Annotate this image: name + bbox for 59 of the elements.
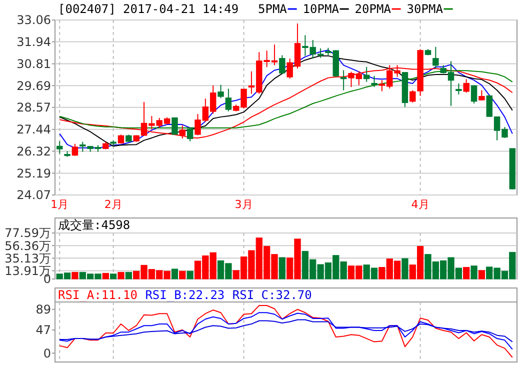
candlestick bbox=[218, 84, 224, 99]
bar bbox=[402, 258, 408, 280]
y-tick-label: 33.06 bbox=[16, 13, 51, 28]
y-tick-label: 29.69 bbox=[16, 78, 51, 93]
legend-label: 5PMA bbox=[258, 2, 288, 16]
x-tick-label: 2月 bbox=[104, 198, 122, 211]
candlestick bbox=[456, 82, 462, 96]
legend-label: 30PMA bbox=[406, 2, 444, 16]
series-label: RSI_B:22.23 bbox=[145, 288, 225, 302]
candlestick bbox=[463, 78, 470, 94]
bar bbox=[102, 272, 109, 280]
legend-label: 20PMA bbox=[354, 2, 392, 16]
y-tick-label: 26.32 bbox=[16, 144, 51, 158]
candlestick bbox=[225, 88, 232, 112]
series-label: RSI_C:32.70 bbox=[232, 288, 312, 302]
y-tick-label: 28.57 bbox=[16, 100, 51, 115]
legend-label: 10PMA bbox=[302, 2, 340, 16]
candlestick bbox=[432, 46, 439, 69]
bar bbox=[463, 267, 470, 280]
y-tick-label: 56.36万 bbox=[4, 238, 51, 253]
candlestick bbox=[410, 90, 416, 104]
y-tick-label: 35.13万 bbox=[4, 251, 51, 266]
bar bbox=[72, 272, 78, 280]
candlestick bbox=[72, 143, 78, 156]
candlestick bbox=[172, 117, 178, 135]
bar bbox=[118, 272, 124, 280]
chart-title: [002407] 2017-04-21 14:49 bbox=[58, 2, 239, 16]
line-series bbox=[59, 319, 513, 342]
candlestick bbox=[56, 140, 63, 154]
y-tick-label: 30.81 bbox=[16, 57, 51, 71]
bar bbox=[125, 272, 132, 280]
candlestick bbox=[340, 70, 347, 91]
candlestick bbox=[279, 54, 286, 74]
y-tick-label: 27.44 bbox=[16, 122, 51, 137]
candlestick bbox=[186, 127, 194, 142]
bar bbox=[478, 270, 486, 280]
x-tick-label: 4月 bbox=[411, 198, 430, 211]
y-tick-label: 89 bbox=[36, 302, 51, 317]
y-tick-label: 24.07 bbox=[16, 188, 51, 202]
bar bbox=[470, 266, 478, 280]
y-tick-label: 77.59万 bbox=[4, 226, 51, 240]
y-tick-label: 25.19 bbox=[16, 166, 51, 180]
y-tick-label: 0 bbox=[43, 346, 51, 360]
bar bbox=[110, 274, 117, 280]
line-series bbox=[59, 304, 513, 358]
line-series bbox=[59, 312, 513, 350]
chart-title: 成交量:4598 bbox=[58, 218, 130, 232]
series-label: RSI_A:11.10 bbox=[58, 288, 138, 302]
candlestick bbox=[363, 66, 370, 82]
y-tick-label: 31.94 bbox=[16, 35, 51, 49]
candlestick bbox=[470, 84, 478, 104]
bar bbox=[179, 270, 186, 280]
y-tick-label: 47 bbox=[36, 323, 51, 338]
x-tick-label: 1月 bbox=[50, 198, 69, 211]
bar bbox=[186, 270, 194, 280]
bar bbox=[171, 268, 178, 280]
x-tick-label: 3月 bbox=[234, 198, 253, 211]
bar bbox=[278, 257, 286, 280]
candlestick bbox=[371, 75, 378, 88]
